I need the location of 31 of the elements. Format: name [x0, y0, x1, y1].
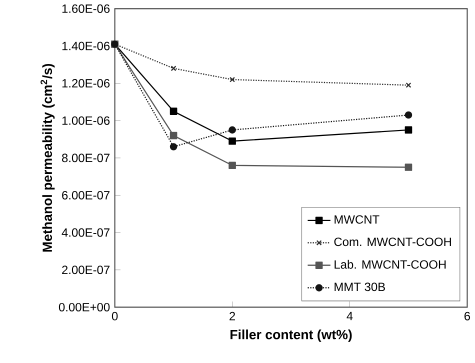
point: [404, 111, 412, 119]
y-tick-label: 8.00E-07: [62, 154, 110, 162]
point: [228, 162, 236, 170]
y-tick-label: 1.40E-06: [62, 42, 110, 50]
point: [228, 137, 236, 145]
y-tick-label: 4.00E-07: [62, 228, 110, 237]
legend-label: MWCNT: [334, 215, 380, 224]
x-tick-label: 4: [346, 312, 353, 320]
y-tick-label: 1.20E-06: [62, 79, 110, 88]
point: [406, 82, 412, 88]
y-tick-label: 2.00E-07: [62, 266, 110, 274]
point: [404, 126, 412, 134]
y-tick-label: 0.00E+00: [58, 302, 110, 312]
x-tick-label: 6: [464, 312, 470, 320]
point: [170, 143, 178, 150]
legend-label: Lab. MWCNT-COOH: [334, 260, 446, 269]
legend-label: MMT 30B: [334, 282, 385, 292]
point: [404, 164, 412, 171]
point: [170, 66, 176, 72]
y-axis-title: Methanol permeability (cm$^{2}$/s): [40, 64, 55, 252]
point: [170, 108, 178, 115]
x-tick-label: 2: [230, 312, 236, 320]
y-tick-label: 1.60E-06: [62, 4, 110, 13]
x-axis-title: Filler content (wt%): [230, 329, 352, 342]
point: [228, 126, 236, 134]
point: [170, 132, 178, 140]
y-tick-label: 1.00E-06: [62, 116, 110, 125]
point: [230, 76, 236, 82]
x-tick-label: 0: [112, 312, 118, 320]
legend-label: Com. MWCNT-COOH: [334, 238, 451, 246]
y-tick-label: 6.00E-07: [62, 190, 110, 200]
